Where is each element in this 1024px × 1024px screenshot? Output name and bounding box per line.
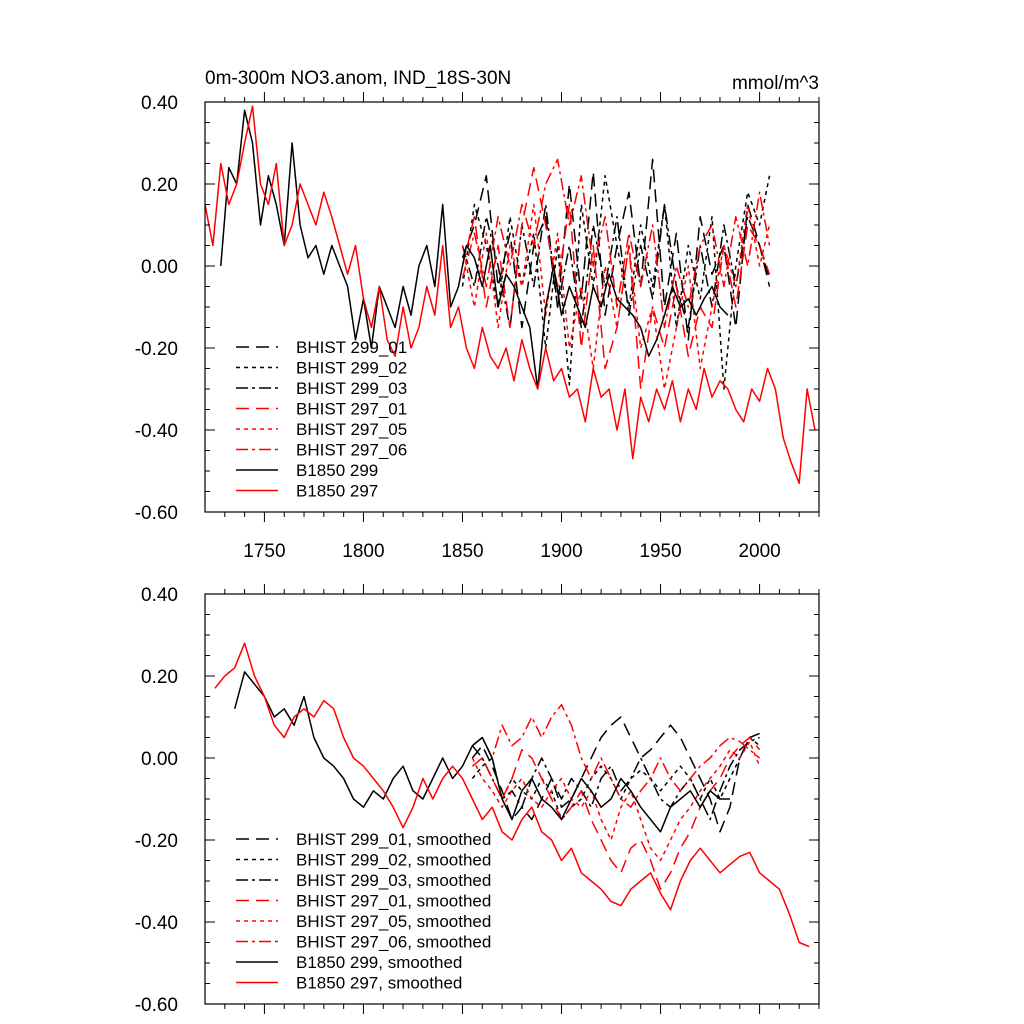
top-x-tick-label: 1950 <box>639 541 681 562</box>
top-chart-units: mmol/m^3 <box>732 73 819 94</box>
top-series-line-bhist-297-01 <box>461 166 771 390</box>
top-y-tick-label: 0.20 <box>141 175 178 196</box>
top-y-tick-label: 0.40 <box>141 93 178 114</box>
bottom-legend-label: BHIST 299_01, smoothed <box>296 830 491 849</box>
top-chart-panel: 0m-300m NO3.anom, IND_18S-30N mmol/m^3 -… <box>135 68 820 562</box>
bottom-legend-label: BHIST 299_02, smoothed <box>296 851 491 870</box>
top-legend-label: BHIST 297_01 <box>296 400 407 419</box>
top-y-tick-label: -0.40 <box>135 421 178 442</box>
top-legend-label: B1850 297 <box>296 482 378 501</box>
bottom-legend-label: B1850 299, smoothed <box>296 953 462 972</box>
bottom-series-line-b1850-299-smoothed <box>233 671 730 833</box>
bottom-chart-panel: -0.60 -0.40 -0.20 0.00 0.20 0.40 BHIST 299_01… <box>135 584 820 1016</box>
bottom-series-line-bhist-299-01-smoothed <box>471 716 760 833</box>
top-series-line-b1850-299 <box>220 109 729 390</box>
top-series-line-bhist-299-02 <box>461 175 771 390</box>
bottom-series-line-b1850-297-smoothed <box>214 642 810 948</box>
bottom-y-tick-label: -0.40 <box>135 913 178 934</box>
top-legend-label: BHIST 297_05 <box>296 420 407 439</box>
bottom-series-line-bhist-299-03-smoothed <box>471 736 760 821</box>
top-legend-label: BHIST 299_01 <box>296 338 407 357</box>
top-series-line-bhist-297-06 <box>461 158 771 329</box>
top-legend-label: BHIST 299_03 <box>296 379 407 398</box>
top-chart-frame <box>204 101 820 513</box>
top-legend-label: BHIST 297_06 <box>296 441 407 460</box>
bottom-legend-label: BHIST 297_05, smoothed <box>296 912 491 931</box>
top-x-tick-label: 2000 <box>738 541 780 562</box>
top-y-tick-label: -0.20 <box>135 339 178 360</box>
bottom-y-tick-label: 0.40 <box>141 585 178 606</box>
bottom-legend-label: BHIST 299_03, smoothed <box>296 871 491 890</box>
top-x-tick-label: 1800 <box>342 541 384 562</box>
bottom-y-tick-label: 0.00 <box>141 749 178 770</box>
bottom-series-line-bhist-297-05-smoothed <box>471 740 761 862</box>
top-y-tick-label: -0.60 <box>135 503 178 524</box>
bottom-legend-label: BHIST 297_01, smoothed <box>296 892 491 911</box>
top-series-line-b1850-297 <box>205 105 816 485</box>
top-x-tick-label: 1900 <box>540 541 582 562</box>
bottom-y-tick-label: -0.20 <box>135 831 178 852</box>
top-x-tick-label: 1750 <box>243 541 285 562</box>
bottom-y-tick-label: 0.20 <box>141 667 178 688</box>
top-legend-label: B1850 299 <box>296 461 378 480</box>
bottom-legend-label: B1850 297, smoothed <box>296 974 462 993</box>
top-legend-label: BHIST 299_02 <box>296 359 407 378</box>
bottom-chart-frame <box>204 593 820 1005</box>
bottom-series-line-bhist-299-02-smoothed <box>471 736 761 821</box>
top-y-tick-label: 0.00 <box>141 257 178 278</box>
bottom-y-tick-label: -0.60 <box>135 995 178 1016</box>
bottom-series-line-bhist-297-06-smoothed <box>471 703 761 808</box>
top-x-tick-label: 1850 <box>441 541 483 562</box>
top-chart-title: 0m-300m NO3.anom, IND_18S-30N <box>205 68 511 89</box>
bottom-series-line-bhist-297-01-smoothed <box>471 736 761 890</box>
bottom-legend-label: BHIST 297_06, smoothed <box>296 933 491 952</box>
